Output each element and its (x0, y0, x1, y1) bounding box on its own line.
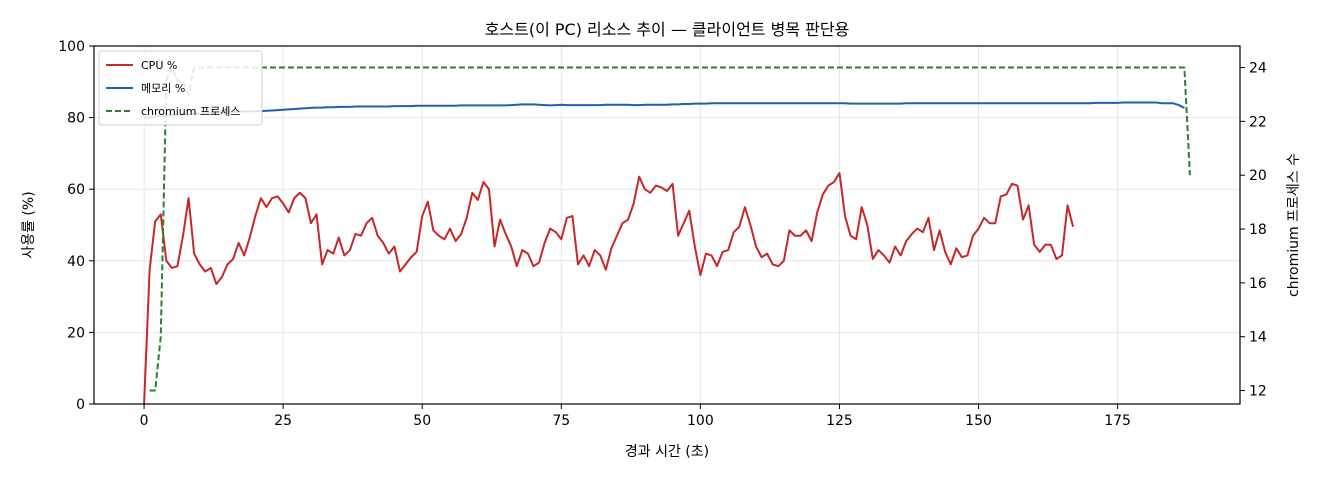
y-axis-left-label: 사용률 (%) (21, 191, 37, 258)
y-tick-label: 40 (67, 254, 85, 270)
x-tick-label: 125 (826, 413, 853, 429)
legend-label-chromium: chromium 프로세스 (141, 105, 240, 118)
y2-tick-label: 24 (1249, 61, 1267, 77)
y-tick-label: 20 (67, 325, 85, 341)
x-axis-label: 경과 시간 (초) (625, 444, 709, 460)
x-tick-label: 25 (274, 413, 292, 429)
y-tick-label: 0 (76, 397, 85, 413)
legend-label-memory: 메모리 % (141, 82, 185, 95)
y-axis-right-label: chromium 프로세스 수 (1286, 153, 1302, 297)
x-tick-label: 50 (413, 413, 431, 429)
y-tick-label: 80 (67, 111, 85, 127)
legend-box (98, 50, 263, 126)
legend-label-cpu: CPU % (141, 59, 177, 72)
y-axis-right-ticks: 12 14 16 18 20 22 24 (1240, 61, 1267, 400)
y2-tick-label: 14 (1249, 330, 1267, 346)
y2-tick-label: 12 (1249, 384, 1267, 400)
y2-tick-label: 20 (1249, 168, 1267, 184)
x-tick-label: 100 (687, 413, 714, 429)
series-line-cpu (143, 172, 1075, 405)
x-axis-ticks: 0 25 50 75 100 125 150 175 (140, 404, 1131, 429)
legend: CPU % 메모리 % chromium 프로세스 (98, 50, 263, 126)
y-axis-left-ticks: 0 20 40 60 80 100 (58, 39, 94, 413)
y2-tick-label: 22 (1249, 114, 1267, 130)
series-line-memory (144, 101, 1185, 119)
y-tick-label: 100 (58, 39, 85, 55)
plot-frame (93, 45, 1241, 405)
x-tick-label: 150 (965, 413, 992, 429)
x-tick-label: 75 (552, 413, 570, 429)
y2-tick-label: 18 (1249, 222, 1267, 238)
x-tick-label: 175 (1104, 413, 1131, 429)
x-tick-label: 0 (140, 413, 149, 429)
y2-tick-label: 16 (1249, 276, 1267, 292)
chart-title: 호스트(이 PC) 리소스 추이 — 클라이언트 병목 판단용 (485, 20, 850, 39)
y-tick-label: 60 (67, 182, 85, 198)
